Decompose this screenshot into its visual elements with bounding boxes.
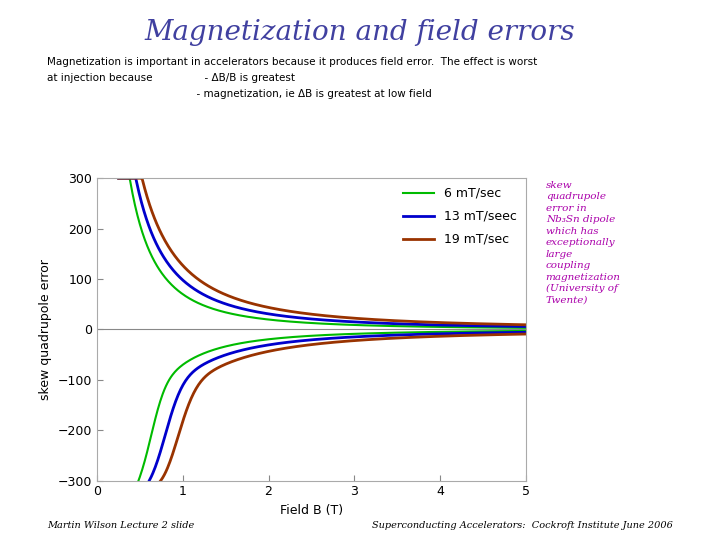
Text: Superconducting Accelerators:  Cockroft Institute June 2006: Superconducting Accelerators: Cockroft I… [372,521,673,530]
Text: at injection because                - ΔB/B is greatest: at injection because - ΔB/B is greatest [47,73,294,83]
Text: skew
quadrupole
error in
Nb₃Sn dipole
which has
exceptionally
large
coupling
mag: skew quadrupole error in Nb₃Sn dipole wh… [546,181,621,305]
Text: Martin Wilson Lecture 2 slide: Martin Wilson Lecture 2 slide [47,521,194,530]
Y-axis label: skew quadrupole error: skew quadrupole error [40,259,53,400]
X-axis label: Field B (T): Field B (T) [280,504,343,517]
Legend: 6 mT/sec, 13 mT/seec, 19 mT/sec: 6 mT/sec, 13 mT/seec, 19 mT/sec [397,182,522,251]
Text: Magnetization is important in accelerators because it produces field error.  The: Magnetization is important in accelerato… [47,57,537,67]
Text: - magnetization, ie ΔB is greatest at low field: - magnetization, ie ΔB is greatest at lo… [47,89,431,99]
Text: Magnetization and field errors: Magnetization and field errors [145,19,575,46]
